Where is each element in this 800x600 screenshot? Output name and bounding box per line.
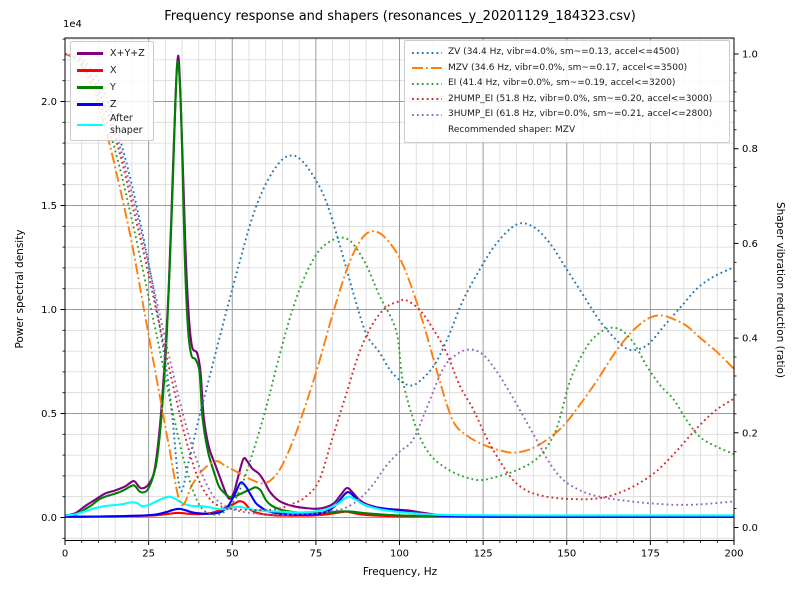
x-tick-labels: 0 25 50 75 100 125 150 175 200 bbox=[62, 549, 744, 560]
shaper-legend: ZV (34.4 Hz, vibr=4.0%, sm~=0.13, accel<… bbox=[404, 40, 730, 143]
shaper-legend-item-3: 2HUMP_EI (51.8 Hz, vibr=0.0%, sm~=0.20, … bbox=[412, 92, 721, 108]
y-left-tick-labels: 0.0 0.5 1.0 1.5 2.0 bbox=[41, 97, 57, 524]
series-curve-2hump-ei bbox=[64, 53, 735, 512]
svg-text:25: 25 bbox=[142, 549, 155, 560]
series-curve-y bbox=[64, 60, 734, 518]
shaper-legend-line-sample bbox=[412, 113, 442, 116]
svg-text:0.0: 0.0 bbox=[742, 523, 758, 534]
y-axis-label-right: Shaper vibration reduction (ratio) bbox=[774, 201, 786, 379]
series-curve-after-shaper bbox=[64, 495, 734, 517]
chart-title: Frequency response and shapers (resonanc… bbox=[164, 9, 636, 24]
shaper-legend-item-1: MZV (34.6 Hz, vibr=0.0%, sm~=0.17, accel… bbox=[412, 61, 721, 77]
svg-text:0.4: 0.4 bbox=[742, 334, 758, 345]
svg-text:100: 100 bbox=[390, 549, 409, 560]
psd-legend-item-4: After shaper bbox=[77, 113, 145, 137]
psd-legend-item-3: Z bbox=[77, 96, 145, 113]
psd-legend-item-2: Y bbox=[77, 79, 145, 96]
psd-legend-line-sample bbox=[77, 69, 103, 72]
psd-legend-line-sample bbox=[77, 103, 103, 106]
recommended-shaper-note: Recommended shaper: MZV bbox=[448, 125, 576, 135]
shaper-legend-label: MZV (34.6 Hz, vibr=0.0%, sm~=0.17, accel… bbox=[448, 62, 688, 73]
svg-text:0.8: 0.8 bbox=[742, 144, 758, 155]
series-curve-ei bbox=[64, 53, 735, 516]
y-right-tick-labels: 0.0 0.2 0.4 0.6 0.8 1.0 bbox=[742, 50, 758, 535]
shaper-legend-item-4: 3HUMP_EI (61.8 Hz, vibr=0.0%, sm~=0.21, … bbox=[412, 107, 721, 123]
psd-legend-label: After shaper bbox=[110, 113, 143, 136]
svg-text:125: 125 bbox=[474, 549, 493, 560]
svg-text:150: 150 bbox=[557, 549, 576, 560]
psd-legend-item-0: X+Y+Z bbox=[77, 45, 145, 62]
series-curve-x bbox=[65, 500, 734, 518]
shaper-legend-line-sample bbox=[412, 82, 442, 85]
psd-legend-label: Y bbox=[110, 81, 116, 93]
series-curve-3hump-ei bbox=[64, 53, 735, 516]
psd-legend-label: X+Y+Z bbox=[110, 47, 145, 59]
shaper-legend-label: EI (41.4 Hz, vibr=0.0%, sm~=0.19, accel<… bbox=[448, 78, 676, 89]
series-curves bbox=[64, 53, 735, 518]
svg-text:1.0: 1.0 bbox=[41, 305, 57, 316]
y-axis-label-left: Power spectral density bbox=[14, 229, 26, 349]
svg-text:0: 0 bbox=[62, 549, 68, 560]
psd-legend-label: Z bbox=[110, 98, 117, 110]
shaper-legend-label: ZV (34.4 Hz, vibr=4.0%, sm~=0.13, accel<… bbox=[448, 47, 680, 58]
svg-text:0.0: 0.0 bbox=[41, 513, 57, 524]
svg-text:200: 200 bbox=[724, 549, 743, 560]
psd-legend-line-sample bbox=[77, 123, 103, 127]
svg-text:1.5: 1.5 bbox=[41, 201, 57, 212]
psd-legend-line-sample bbox=[77, 86, 103, 89]
shaper-legend-item-0: ZV (34.4 Hz, vibr=4.0%, sm~=0.13, accel<… bbox=[412, 45, 721, 61]
axis-ticks bbox=[60, 38, 739, 545]
shaper-legend-label: 2HUMP_EI (51.8 Hz, vibr=0.0%, sm~=0.20, … bbox=[448, 93, 713, 104]
series-curve-zv bbox=[64, 53, 735, 493]
x-axis-label: Frequency, Hz bbox=[362, 566, 438, 578]
shaper-legend-items: ZV (34.4 Hz, vibr=4.0%, sm~=0.13, accel<… bbox=[412, 45, 721, 123]
shaper-legend-line-sample bbox=[412, 98, 442, 101]
svg-text:2.0: 2.0 bbox=[41, 97, 57, 108]
svg-text:0.5: 0.5 bbox=[41, 409, 57, 420]
svg-text:0.6: 0.6 bbox=[742, 239, 758, 250]
svg-text:75: 75 bbox=[310, 549, 323, 560]
y-axis-offset-label: 1e4 bbox=[63, 19, 82, 30]
svg-text:0.2: 0.2 bbox=[742, 428, 758, 439]
shaper-legend-line-sample bbox=[412, 51, 442, 54]
svg-text:175: 175 bbox=[641, 549, 660, 560]
psd-legend-label: X bbox=[110, 64, 117, 76]
shaper-legend-item-2: EI (41.4 Hz, vibr=0.0%, sm~=0.19, accel<… bbox=[412, 76, 721, 92]
svg-text:1.0: 1.0 bbox=[742, 50, 758, 61]
shaper-legend-label: 3HUMP_EI (61.8 Hz, vibr=0.0%, sm~=0.21, … bbox=[448, 109, 713, 120]
svg-text:50: 50 bbox=[226, 549, 239, 560]
series-curve-mzv bbox=[64, 53, 735, 507]
psd-legend-item-1: X bbox=[77, 62, 145, 79]
psd-legend-line-sample bbox=[77, 52, 103, 55]
psd-legend: X+Y+Z X Y Z After shaper bbox=[70, 41, 154, 141]
shaper-legend-line-sample bbox=[412, 67, 442, 70]
